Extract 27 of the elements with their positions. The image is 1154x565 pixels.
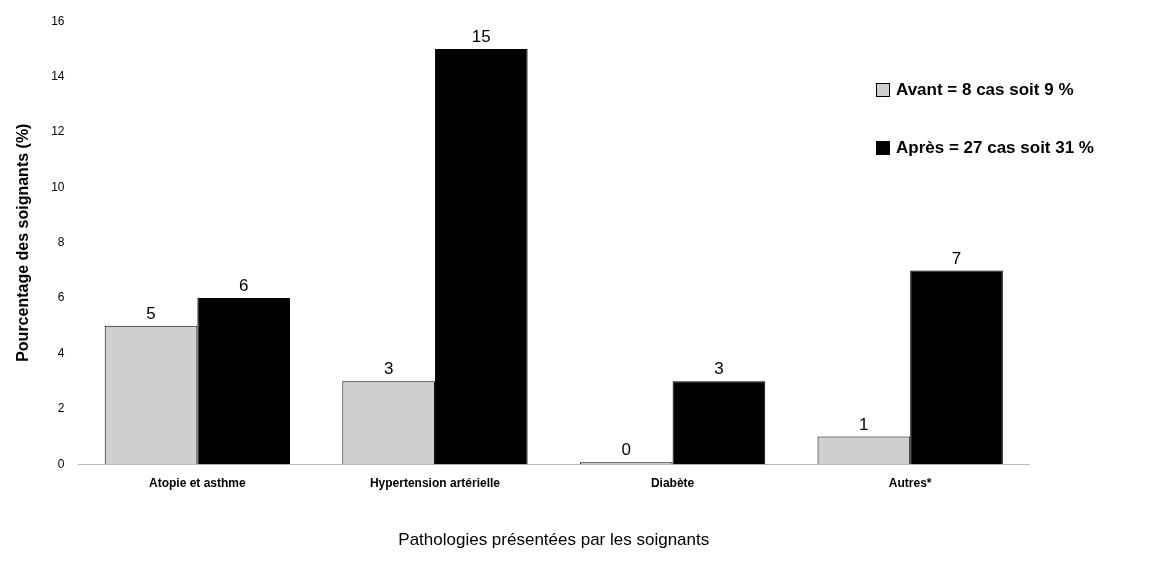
bar	[672, 381, 766, 465]
x-tick-label: Diabète	[650, 475, 695, 490]
y-tick-label: 8	[57, 235, 65, 250]
legend-label: Après = 27 cas soit 31 %	[896, 138, 1094, 158]
x-axis-title: Pathologies présentées par les soignants	[398, 530, 710, 550]
data-label: 15	[471, 27, 491, 47]
x-tick-label: Atopie et asthme	[149, 475, 247, 490]
data-label: 3	[714, 359, 724, 379]
y-tick-label: 12	[51, 124, 65, 139]
data-label: 5	[146, 303, 156, 323]
data-label: 1	[859, 414, 869, 434]
bar	[434, 48, 528, 465]
y-tick-label: 16	[51, 13, 65, 28]
y-axis-title: Pourcentage des soignants (%)	[14, 123, 32, 362]
y-tick-label: 6	[57, 290, 65, 305]
y-tick-label: 14	[51, 68, 65, 83]
data-label: 3	[383, 359, 394, 379]
y-tick-label: 4	[57, 345, 65, 360]
y-tick-label: 10	[51, 179, 65, 194]
data-label: 7	[951, 248, 962, 268]
y-tick-label: 2	[57, 401, 65, 416]
data-label: 6	[238, 276, 249, 296]
legend-label: Avant = 8 cas soit 9 %	[896, 80, 1074, 100]
x-tick-label: Autres*	[888, 475, 932, 490]
x-tick-label: Hypertension artérielle	[369, 475, 501, 490]
y-tick-label: 0	[57, 456, 65, 471]
data-label: 0	[621, 440, 631, 460]
